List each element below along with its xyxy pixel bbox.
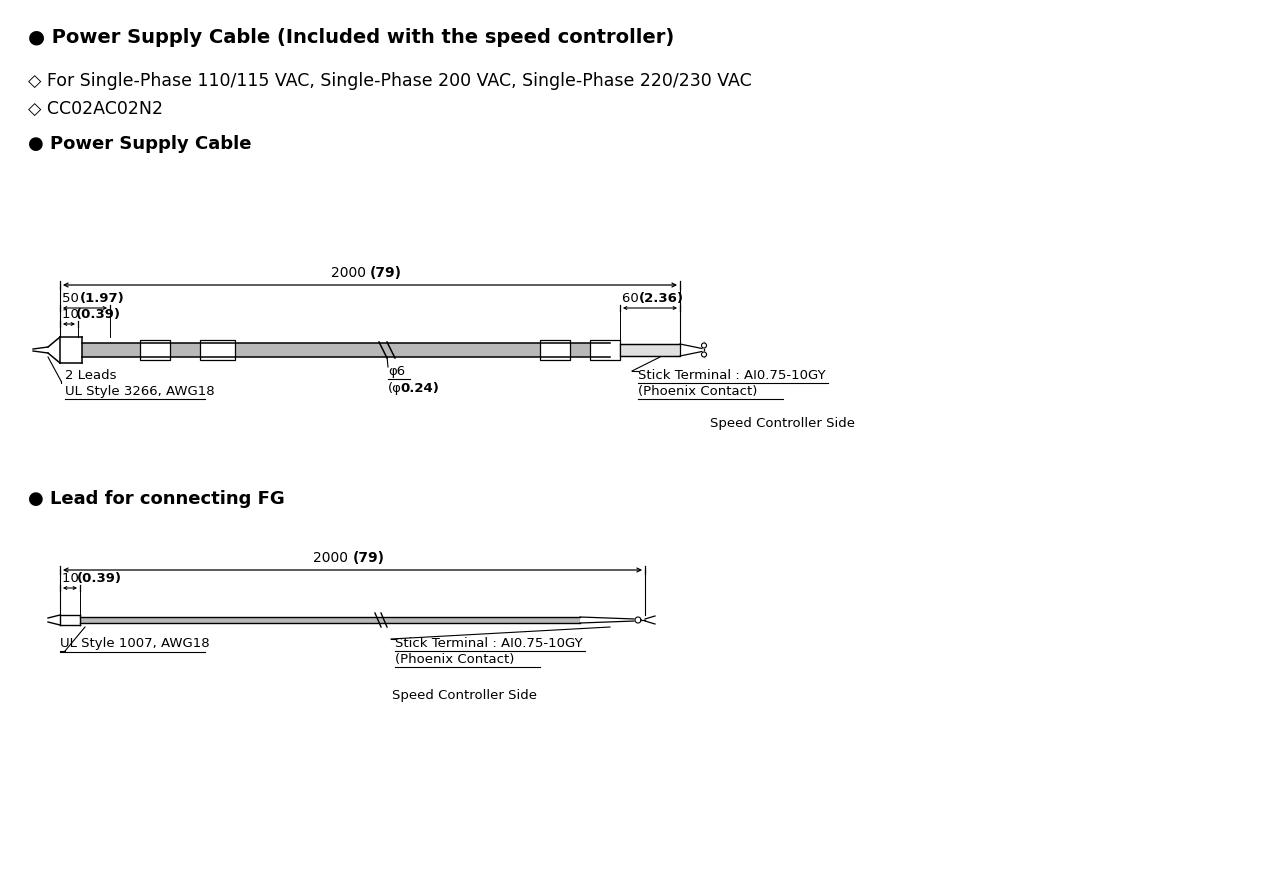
Text: UL Style 3266, AWG18: UL Style 3266, AWG18 xyxy=(65,385,215,398)
Text: φ6: φ6 xyxy=(388,365,406,378)
Bar xyxy=(540,340,570,360)
Text: ● Lead for connecting FG: ● Lead for connecting FG xyxy=(28,490,284,508)
Text: Speed Controller Side: Speed Controller Side xyxy=(710,417,855,430)
Text: (1.97): (1.97) xyxy=(79,292,124,305)
Text: Stick Terminal : AI0.75-10GY: Stick Terminal : AI0.75-10GY xyxy=(396,637,582,650)
Bar xyxy=(590,340,620,360)
Text: 60: 60 xyxy=(622,292,643,305)
Bar xyxy=(140,340,170,360)
Text: 10: 10 xyxy=(61,308,83,321)
Text: (φ: (φ xyxy=(388,382,402,395)
Text: 50: 50 xyxy=(61,292,83,305)
Text: 2 Leads: 2 Leads xyxy=(65,369,116,382)
Text: ◇ CC02AC02N2: ◇ CC02AC02N2 xyxy=(28,100,163,118)
Text: ● Power Supply Cable: ● Power Supply Cable xyxy=(28,135,251,153)
Text: (0.39): (0.39) xyxy=(76,308,122,321)
Text: 10: 10 xyxy=(61,572,83,585)
Bar xyxy=(79,617,580,623)
Text: Stick Terminal : AI0.75-10GY: Stick Terminal : AI0.75-10GY xyxy=(637,369,826,382)
Text: (79): (79) xyxy=(370,266,402,280)
Polygon shape xyxy=(701,343,707,348)
Text: 2000: 2000 xyxy=(314,551,352,565)
Text: UL Style 1007, AWG18: UL Style 1007, AWG18 xyxy=(60,637,210,650)
Text: (Phoenix Contact): (Phoenix Contact) xyxy=(396,653,515,666)
Bar xyxy=(82,343,611,357)
Text: Speed Controller Side: Speed Controller Side xyxy=(393,689,538,702)
Text: (79): (79) xyxy=(352,551,384,565)
Bar xyxy=(620,344,680,356)
Text: 2000: 2000 xyxy=(330,266,370,280)
Text: (0.39): (0.39) xyxy=(77,572,122,585)
Text: ● Power Supply Cable (Included with the speed controller): ● Power Supply Cable (Included with the … xyxy=(28,28,675,47)
Polygon shape xyxy=(635,617,641,623)
Text: (Phoenix Contact): (Phoenix Contact) xyxy=(637,385,758,398)
Text: 0.24): 0.24) xyxy=(399,382,439,395)
Polygon shape xyxy=(701,352,707,357)
Text: (2.36): (2.36) xyxy=(639,292,684,305)
Text: ◇ For Single-Phase 110/115 VAC, Single-Phase 200 VAC, Single-Phase 220/230 VAC: ◇ For Single-Phase 110/115 VAC, Single-P… xyxy=(28,72,751,90)
Bar xyxy=(200,340,236,360)
